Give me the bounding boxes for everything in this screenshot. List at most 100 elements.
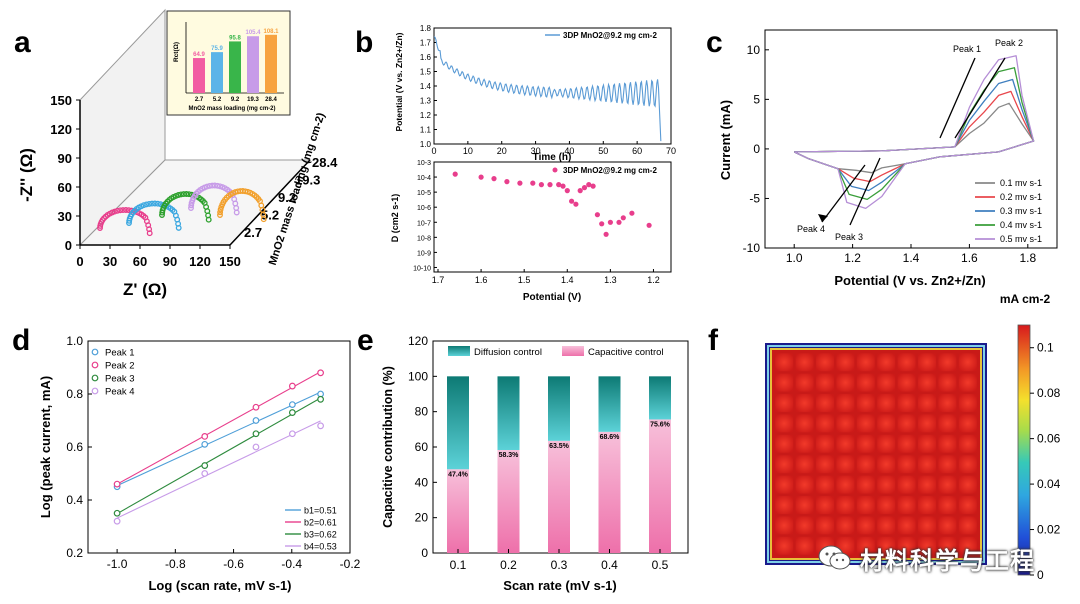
- f-cell: [775, 434, 794, 453]
- panel-a: a 0 30 60 90 120 150 0 30 60 90 120 150 2.7 5.2 9.2 1…: [14, 8, 338, 299]
- f-cell: [795, 353, 814, 372]
- e-bar-label: 58.3%: [499, 452, 520, 459]
- a-xtick-label: 90: [163, 254, 177, 269]
- panel-e-legend-diffusion: Diffusion control: [474, 347, 542, 358]
- d-point: [252, 417, 260, 424]
- panel-label-f: f: [708, 324, 719, 357]
- watermark: 材料科学与工程: [818, 540, 1068, 576]
- f-cell: [918, 434, 936, 453]
- a-nyquist-point: [204, 183, 210, 190]
- e-bar-diffusion: [649, 376, 671, 420]
- a-inset-cat: 9.2: [231, 97, 240, 103]
- a-xtick-label: 120: [189, 254, 211, 269]
- peak-1-label: Peak 1: [953, 44, 981, 54]
- panel-b-bottom-legend: 3DP MnO2@9.2 mg cm-2: [563, 166, 657, 175]
- f-cell: [877, 373, 896, 392]
- b1-xtick-label: 70: [666, 146, 676, 156]
- d-fit-legend-label: b3=0.62: [304, 530, 337, 540]
- panel-c-cv-curves: [793, 55, 1035, 210]
- panel-d-ylabel: Log (peak current, mA): [38, 376, 53, 518]
- f-cell: [836, 414, 855, 433]
- f-cell: [958, 394, 977, 412]
- e-bar-label: 75.6%: [650, 421, 671, 428]
- f-cell: [816, 394, 834, 412]
- b1-ytick-label: 1.2: [420, 111, 432, 120]
- b2-point: [577, 188, 583, 194]
- f-cell: [816, 496, 834, 514]
- f-cell: [938, 496, 957, 514]
- a-inset-cat: 28.4: [265, 97, 277, 103]
- f-cell: [816, 434, 834, 453]
- e-bar-label: 47.4%: [448, 471, 469, 478]
- panel-label-c: c: [706, 26, 723, 59]
- f-cell: [938, 455, 957, 474]
- b2-point: [581, 185, 588, 191]
- f-cell: [938, 353, 957, 372]
- f-cell: [775, 536, 794, 555]
- f-cell: [775, 516, 794, 535]
- panel-d: d -1.0 -0.8 -0.6 -0.4 -0.2 0.2 0.4 0.6 0.8 1.0 Pe…: [12, 324, 361, 593]
- panel-e-bars: 47.4% 0.1 58.3% 0.2 63.5% 0.3 68.6% 0.4 75.6% 0.5: [447, 376, 671, 572]
- d-legend-marker: [91, 374, 99, 382]
- a-depth-tick-label: 2.7: [244, 225, 262, 240]
- d-point: [288, 430, 296, 438]
- b2-point: [646, 222, 652, 228]
- panel-b-top-legend: 3DP MnO2@9.2 mg cm-2: [563, 31, 657, 40]
- b2-point: [573, 201, 579, 207]
- e-xtick-label: 0.2: [500, 558, 517, 572]
- panel-e-legend-capacitive: Capacitive control: [588, 347, 664, 358]
- f-cell: [877, 496, 896, 514]
- c-legend-label: 0.5 mv s-1: [1000, 234, 1042, 244]
- f-cell: [816, 516, 834, 535]
- panel-a-xticks: 0 30 60 90 120 150: [76, 245, 241, 269]
- a-nyquist-point: [175, 192, 182, 198]
- e-xtick-label: 0.5: [652, 558, 669, 572]
- f-cell: [877, 434, 896, 453]
- panel-e-xlabel: Scan rate (mV s-1): [503, 578, 616, 593]
- b2-ytick-label: 10-5: [417, 190, 431, 197]
- panel-a-nyquist-series: [97, 182, 267, 237]
- e-xtick-label: 0.1: [450, 558, 467, 572]
- d-fit-legend-label: b2=0.61: [304, 518, 337, 528]
- d-fit-line: [116, 391, 321, 487]
- e-ytick-label: 20: [415, 511, 429, 525]
- a-inset-cat: 2.7: [195, 97, 204, 103]
- e-bar-capacitive: [598, 431, 621, 553]
- f-cell: [856, 373, 875, 392]
- e-ytick-label: 0: [421, 546, 428, 560]
- b1-ytick-label: 1.7: [420, 39, 432, 48]
- f-cell: [938, 394, 957, 412]
- e-bar-capacitive: [548, 440, 570, 553]
- a-nyquist-point: [114, 207, 121, 214]
- f-cell: [795, 414, 814, 433]
- f-cell: [836, 353, 855, 372]
- f-cell: [775, 353, 794, 372]
- c-cv-curve: [793, 55, 1035, 210]
- b1-ytick-label: 1.5: [420, 68, 432, 77]
- e-bar-capacitive: [497, 450, 520, 553]
- f-cell: [795, 516, 814, 535]
- f-cell: [877, 475, 896, 494]
- f-cell: [918, 475, 936, 494]
- f-cell: [938, 516, 957, 535]
- d-ytick-label: 1.0: [66, 334, 83, 348]
- f-cell: [918, 516, 936, 535]
- f-colorbar-tick-label: 0.02: [1037, 523, 1061, 537]
- a-nyquist-point: [242, 188, 249, 195]
- f-cell: [795, 373, 814, 392]
- panel-b-top-ticks: 0 10 20 30 40 50 60 70 1.0 1.1 1.2 1.3 1.4 1.5 1.6 1.7 1…: [420, 24, 676, 156]
- wechat-icon: [818, 545, 851, 570]
- d-ytick-label: 0.6: [66, 440, 83, 454]
- f-cell: [958, 353, 977, 372]
- panel-e: e 0 20 40 60 80 100 120 47.4% 0.1 58.3% 0.2 63.5% 0…: [357, 324, 689, 593]
- panel-f-colorbar-label: mA cm-2: [1000, 292, 1051, 306]
- d-point: [113, 517, 121, 525]
- d-point: [252, 430, 260, 438]
- f-cell: [918, 455, 936, 474]
- f-cell: [775, 414, 794, 433]
- f-cell: [897, 434, 916, 453]
- panel-e-ticks: 0 20 40 60 80 100 120: [408, 334, 437, 560]
- d-point: [252, 403, 260, 411]
- panel-c-ylabel: Current (mA): [718, 100, 733, 180]
- a-nyquist-point: [154, 200, 161, 207]
